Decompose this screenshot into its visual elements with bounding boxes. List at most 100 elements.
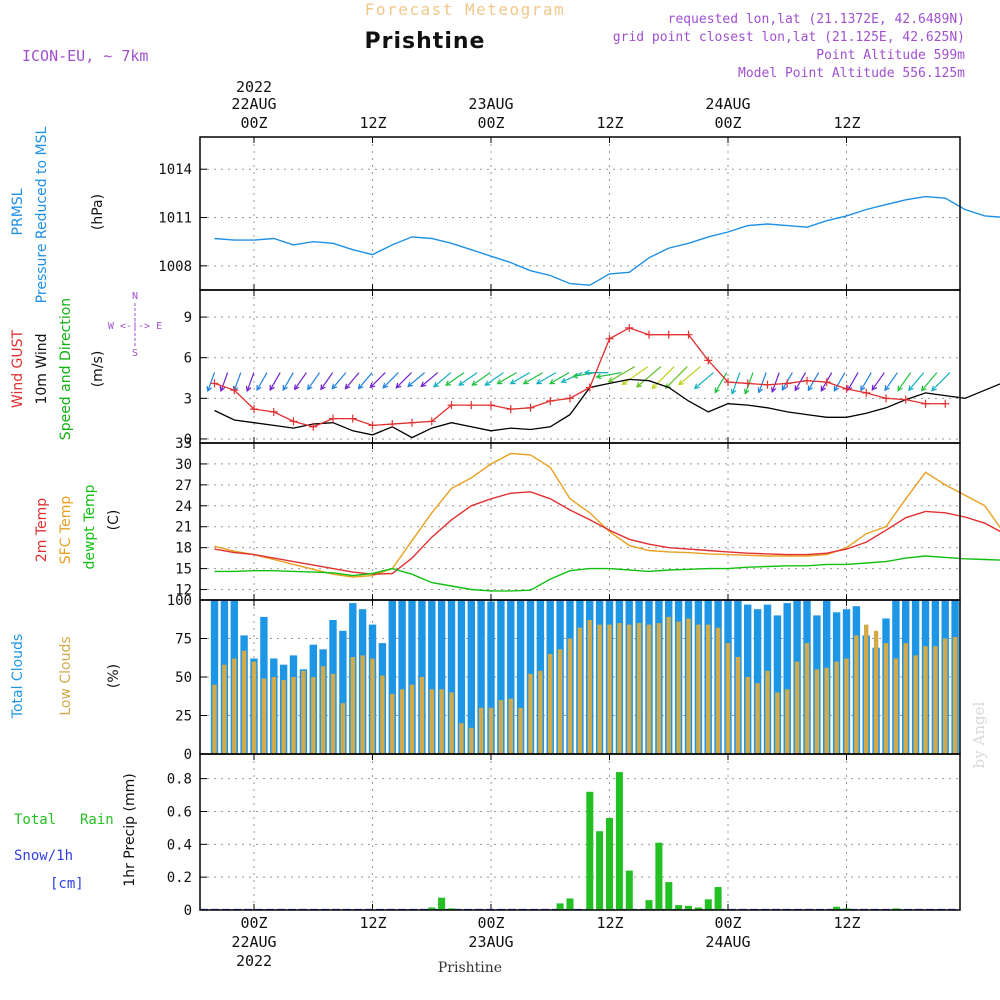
precip-bar	[438, 897, 446, 910]
wind-arrow-head	[757, 387, 764, 394]
wind-arrow-head	[820, 385, 826, 392]
wind-10m-label: 10m Wind	[34, 333, 50, 404]
requested-coords: requested lon,lat (21.1372E, 42.6489N)	[668, 12, 965, 27]
bottom-tick-label-1: 12Z	[359, 914, 386, 932]
top-tick-label-5: 12Z	[833, 114, 860, 132]
y-tick-label: 75	[175, 632, 192, 648]
wind-gust-marker	[704, 356, 713, 365]
wind-direction-arrow	[233, 372, 242, 392]
y-tick-label: 0.6	[167, 804, 192, 820]
low-clouds-bar	[419, 677, 425, 754]
total-clouds-bar	[339, 630, 347, 754]
y-tick-label: 30	[175, 457, 192, 473]
low-clouds-bar	[271, 677, 276, 754]
low-clouds-bar	[251, 661, 257, 754]
top-year-label: 2022	[236, 78, 272, 96]
wind-direction-arrow	[269, 372, 281, 391]
wind-arrow-head	[693, 383, 700, 390]
low-clouds-bar	[794, 661, 800, 754]
low-clouds-bar	[567, 638, 573, 754]
wind-direction-arrow	[931, 372, 951, 392]
bottom-tick-label-2: 00Z	[477, 914, 504, 932]
low-clouds-bar	[627, 624, 632, 754]
low-clouds-bar	[735, 657, 741, 754]
wind-arrow-head	[884, 385, 890, 392]
wind-gust-marker	[684, 330, 693, 339]
precip-bar	[606, 818, 613, 910]
low-clouds-bar	[636, 623, 642, 754]
low-clouds-bar	[893, 658, 899, 754]
top-date-label-0: 22AUG	[231, 95, 276, 113]
wind-arrow-head	[369, 382, 376, 389]
low-clouds-bar	[834, 661, 839, 754]
wind-arrow-head	[282, 384, 288, 391]
wind-gust-marker	[368, 421, 377, 430]
low-clouds-bar	[804, 643, 810, 754]
total-clouds-bar	[773, 615, 782, 754]
y-tick-label: 0	[184, 903, 192, 919]
low-clouds-bar	[617, 623, 622, 754]
wind-arrow-head	[471, 380, 478, 386]
precip-bar	[833, 906, 841, 910]
wind-arrow-head	[897, 385, 903, 392]
wind-arrow-head	[496, 379, 503, 385]
compass-north: N	[132, 291, 138, 302]
y-tick-label: 1008	[158, 259, 192, 275]
low-clouds-bar	[261, 678, 267, 754]
precip-axis-label: 1hr Precip (mm)	[122, 773, 138, 886]
panels-group: 1008101110140369121518212427303302550751…	[158, 136, 1000, 919]
pressure-unit-label: (hPa)	[90, 194, 106, 230]
wind-gust-marker	[862, 388, 871, 397]
wind-arrow-head	[583, 369, 590, 376]
wind-gust-marker	[941, 399, 950, 408]
precip-bar	[615, 772, 623, 910]
wind-arrow-head	[931, 385, 937, 392]
low-clouds-bar	[864, 624, 869, 754]
wind-arrow-head	[571, 372, 579, 379]
wind-arrow-head	[714, 387, 720, 394]
wind-arrow-head	[807, 385, 813, 392]
low-clouds-bar	[548, 653, 553, 754]
wind-gust-marker	[309, 422, 318, 431]
wind-arrow-head	[560, 377, 567, 384]
y-tick-label: 100	[167, 593, 192, 609]
y-tick-label: 0.2	[167, 870, 192, 886]
total-clouds-bar	[467, 600, 475, 754]
bottom-tick-label-4: 00Z	[714, 914, 741, 932]
wind-arrow-head	[595, 373, 602, 380]
wind-gust-marker	[250, 405, 258, 414]
precip-legend-cm: [cm]	[50, 876, 84, 892]
prmsl-series-line	[214, 195, 1000, 286]
wind-arrow-head	[794, 385, 800, 392]
wind-arrow-head	[395, 382, 402, 389]
bottom-location-label: Prishtine	[438, 960, 502, 976]
wind-arrow-head	[635, 381, 642, 388]
wind-direction-arrow	[331, 372, 347, 390]
y-tick-label: 0.8	[167, 772, 192, 788]
low-clouds-bar	[498, 700, 504, 754]
location-title: Prishtine	[365, 29, 486, 54]
wind-arrow-head	[730, 388, 737, 395]
low-clouds-bar	[686, 618, 691, 754]
low-clouds-bar	[330, 673, 336, 754]
y-tick-label: 0.4	[167, 837, 192, 853]
wind-arrow-head	[833, 385, 840, 392]
wind-gust-marker	[269, 407, 278, 416]
wind-direction-arrow	[282, 372, 294, 391]
wind-arrow-head	[245, 385, 252, 393]
precip-bar	[843, 908, 850, 910]
low-clouds-bar	[557, 649, 563, 754]
wind-arrow-head	[269, 384, 275, 391]
low-clouds-bar	[459, 723, 464, 754]
total-clouds-label: Total Clouds	[10, 634, 26, 719]
compass-we: W <-|-> E	[108, 321, 162, 332]
low-clouds-bar	[380, 675, 385, 754]
low-clouds-bar	[607, 624, 612, 754]
wind-direction-arrow	[561, 372, 583, 383]
wind-arrow-head	[206, 385, 212, 393]
low-clouds-bar	[883, 643, 889, 754]
low-clouds-bar	[706, 624, 711, 754]
wind-arrow-head	[458, 380, 465, 386]
wind-gust-marker	[447, 401, 456, 410]
wind-speed-dir-label: Speed and Direction	[58, 298, 74, 440]
